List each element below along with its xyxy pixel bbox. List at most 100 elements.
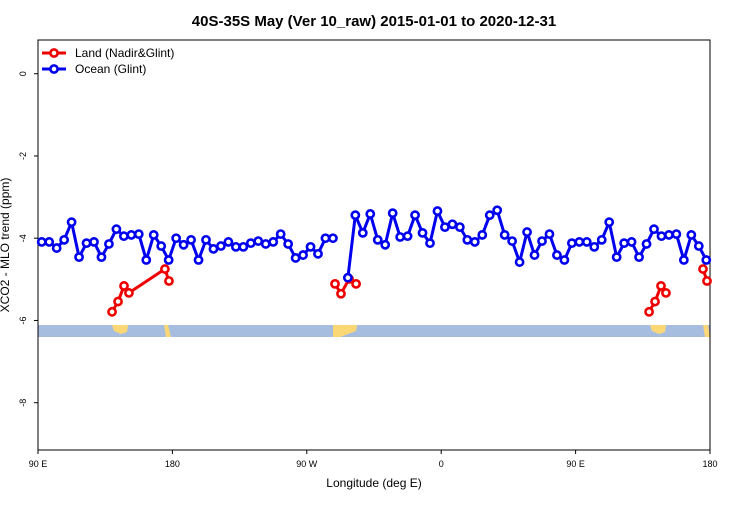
data-point — [107, 306, 117, 317]
data-point — [425, 238, 435, 249]
data-point — [51, 243, 62, 253]
data-point — [216, 241, 226, 251]
data-point — [66, 217, 77, 228]
data-point — [148, 230, 159, 240]
data-point — [163, 255, 174, 265]
data-point — [380, 239, 391, 250]
data-point — [671, 229, 682, 240]
data-point — [656, 231, 667, 242]
data-point — [649, 224, 659, 235]
data-point — [283, 239, 294, 249]
mask-land — [333, 325, 357, 337]
data-point — [111, 224, 122, 235]
data-point — [59, 234, 70, 245]
data-point — [514, 257, 525, 267]
data-point — [193, 255, 204, 265]
data-point — [410, 210, 420, 221]
data-point — [544, 229, 555, 240]
data-point — [113, 296, 123, 307]
data-point — [469, 237, 480, 247]
mask-land — [164, 325, 171, 337]
data-point — [387, 208, 398, 219]
data-point — [537, 236, 547, 246]
mask-land — [703, 325, 710, 337]
data-point — [492, 205, 503, 216]
data-point — [351, 278, 361, 289]
data-point — [641, 239, 652, 249]
data-point — [581, 237, 592, 247]
data-point — [350, 210, 361, 221]
data-point — [596, 234, 607, 245]
data-point — [357, 227, 368, 238]
data-point — [118, 231, 129, 242]
data-point — [702, 276, 712, 286]
data-point — [290, 253, 301, 263]
data-point — [664, 230, 674, 240]
data-point — [611, 252, 622, 263]
data-point — [126, 230, 137, 240]
data-point — [522, 227, 532, 237]
data-point — [661, 288, 671, 298]
data-point — [604, 217, 615, 228]
data-point — [574, 237, 585, 247]
legend: Land (Nadir&Glint) Ocean (Glint) — [42, 46, 174, 76]
data-point — [678, 255, 689, 265]
x-tick-label: 180 — [165, 459, 180, 469]
x-tick-label: 180 — [702, 459, 717, 469]
data-point — [559, 255, 570, 265]
data-point — [171, 233, 182, 244]
data-point — [626, 237, 637, 247]
data-point — [119, 281, 129, 291]
data-point — [230, 241, 241, 252]
x-tick-label: 90 E — [29, 459, 48, 469]
data-point — [223, 237, 234, 247]
data-point — [417, 227, 428, 238]
data-point — [484, 210, 495, 221]
data-point — [589, 241, 600, 252]
y-tick-label: 0 — [18, 71, 28, 76]
data-point — [365, 209, 376, 219]
legend-marker — [49, 64, 59, 74]
data-point — [313, 248, 323, 259]
x-tick-label: 90 E — [566, 459, 585, 469]
data-point — [74, 252, 84, 263]
data-point — [260, 239, 271, 249]
data-point — [164, 276, 174, 286]
data-point — [141, 255, 152, 265]
mask-band — [38, 325, 710, 337]
data-point — [178, 239, 189, 250]
data-point — [245, 238, 256, 249]
data-point — [305, 241, 316, 252]
data-point — [156, 241, 167, 251]
data-point — [454, 222, 465, 233]
data-point — [44, 237, 55, 247]
data-point — [253, 236, 264, 246]
data-point — [81, 238, 92, 249]
data-point — [402, 231, 413, 242]
data-point — [432, 206, 443, 216]
data-point — [330, 278, 340, 289]
data-point — [440, 222, 450, 233]
mask-land — [650, 325, 666, 334]
x-axis-label: Longitude (deg E) — [326, 476, 421, 490]
land-mask — [38, 325, 710, 337]
data-point — [268, 237, 279, 247]
x-tick-label: 0 — [439, 459, 444, 469]
y-tick-label: -8 — [18, 399, 28, 407]
data-point — [650, 296, 660, 307]
data-point — [447, 219, 458, 230]
data-point — [462, 234, 473, 245]
data-point — [133, 229, 144, 240]
legend-label: Ocean (Glint) — [75, 62, 146, 76]
data-point — [320, 233, 331, 244]
data-point — [342, 272, 353, 283]
data-point — [552, 250, 562, 260]
data-point — [693, 241, 704, 251]
data-point — [698, 264, 708, 274]
data-point — [701, 255, 712, 265]
data-point — [395, 232, 406, 242]
y-tick-label: -2 — [18, 152, 28, 160]
data-point — [36, 237, 47, 247]
mask-land — [112, 325, 128, 334]
